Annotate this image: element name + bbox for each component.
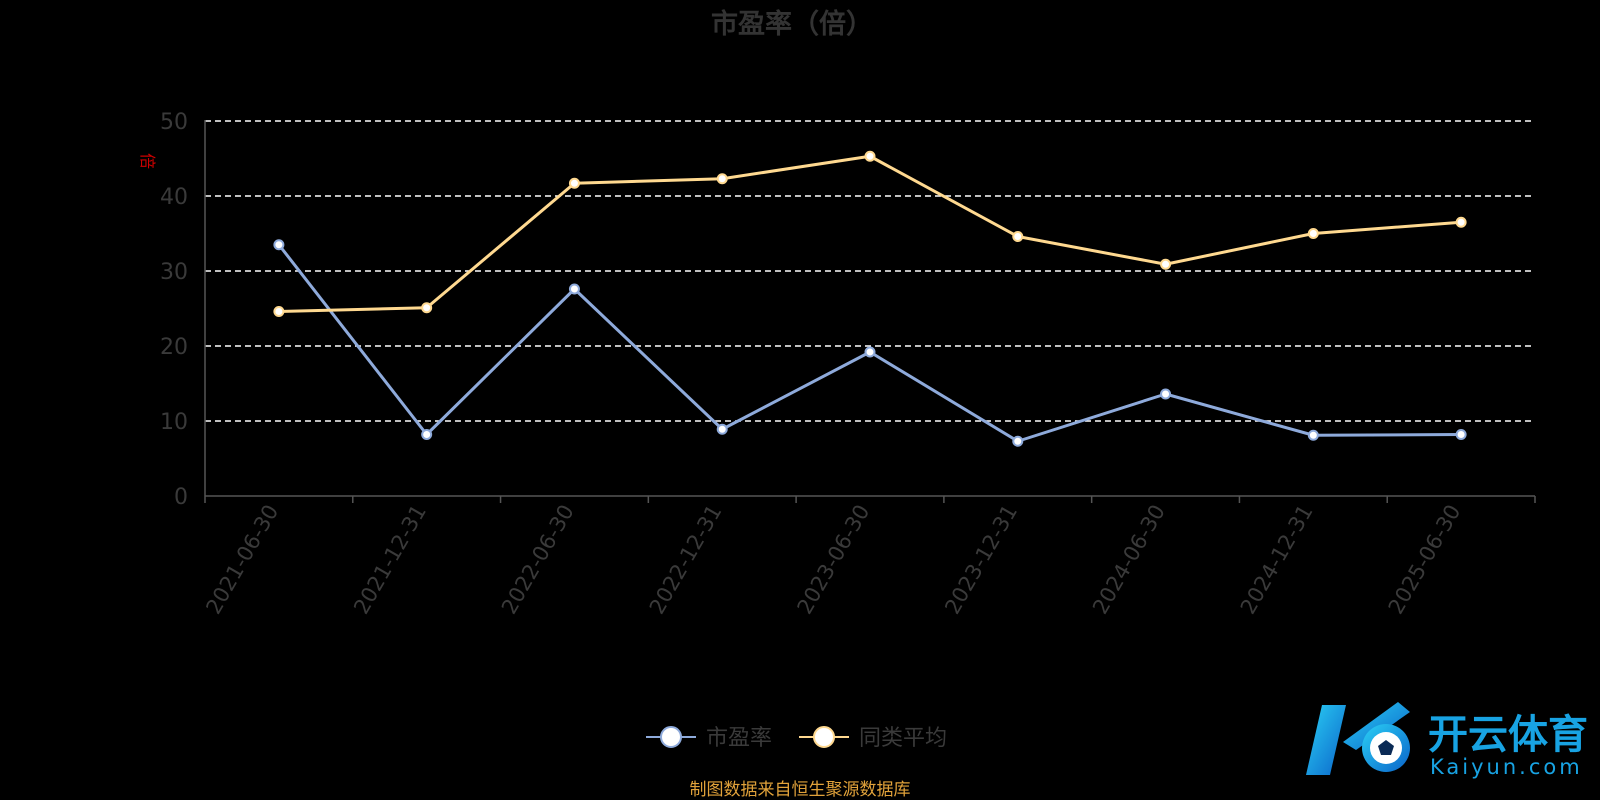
x-tick-label: 2024-06-30 [1088, 501, 1170, 619]
y-tick-label: 50 [160, 110, 188, 135]
y-tick-label: 40 [160, 185, 188, 210]
x-tick-label: 2021-12-31 [349, 500, 431, 618]
legend-item-peer-average[interactable]: 同类平均 [799, 726, 947, 751]
data-point-peer-average [1012, 231, 1024, 242]
series-line-peer-average [278, 154, 1462, 313]
watermark-name-cn: 开云体育 [1428, 712, 1588, 758]
legend-marker-pe [660, 726, 682, 748]
data-point-peer-average [273, 306, 285, 317]
data-point-peer-average [568, 177, 580, 189]
data-point-pe [1307, 429, 1319, 441]
y-tick-label: 30 [160, 260, 188, 285]
data-point-pe [1455, 429, 1467, 440]
source-note: 制图数据来自恒生聚源数据库 [690, 780, 911, 800]
data-point-peer-average [1160, 258, 1172, 270]
legend-item-pe[interactable]: 市盈率 [646, 726, 772, 751]
y-tick-label: 10 [160, 410, 188, 435]
data-point-pe [864, 346, 876, 358]
data-point-pe [1160, 388, 1172, 400]
data-point-pe [568, 283, 580, 295]
legend-label-pe: 市盈率 [706, 726, 772, 751]
data-point-peer-average [1455, 216, 1467, 228]
x-tick-label: 2023-12-31 [940, 501, 1022, 619]
series-line-pe [277, 243, 1462, 443]
y-tick-label: 0 [174, 485, 188, 510]
y-axis-unit-label: 倍 [138, 153, 157, 169]
legend-marker-peer-average [813, 726, 835, 748]
legend-label-peer-average: 同类平均 [859, 726, 947, 751]
x-tick-label: 2022-06-30 [497, 501, 579, 619]
watermark-name-en: Kaiyun.com [1430, 755, 1583, 779]
data-point-peer-average [864, 150, 876, 162]
y-tick-label: 20 [160, 335, 188, 360]
x-tick-label: 2023-06-30 [793, 501, 875, 619]
gridlines [205, 120, 1535, 422]
soccer-ball-patch [1378, 740, 1394, 755]
data-point-peer-average [1307, 228, 1319, 239]
x-tick-label: 2021-06-30 [201, 501, 283, 619]
chart-title: 市盈率（倍） [711, 8, 873, 40]
data-point-peer-average [716, 173, 728, 185]
logo-k-stem [1306, 705, 1346, 775]
data-point-pe [1012, 435, 1024, 447]
x-tick-label: 2025-06-30 [1384, 501, 1466, 619]
data-point-peer-average [421, 302, 433, 314]
data-point-pe [421, 429, 433, 440]
watermark-logo: 开云体育 Kaiyun.com [1306, 702, 1588, 779]
data-point-pe [716, 423, 728, 435]
x-tick-label: 2024-12-31 [1236, 501, 1318, 619]
x-tick-label: 2022-12-31 [645, 501, 727, 619]
data-point-pe [273, 239, 285, 251]
data-series [273, 150, 1467, 447]
legend[interactable]: 市盈率 同类平均 [646, 726, 947, 751]
